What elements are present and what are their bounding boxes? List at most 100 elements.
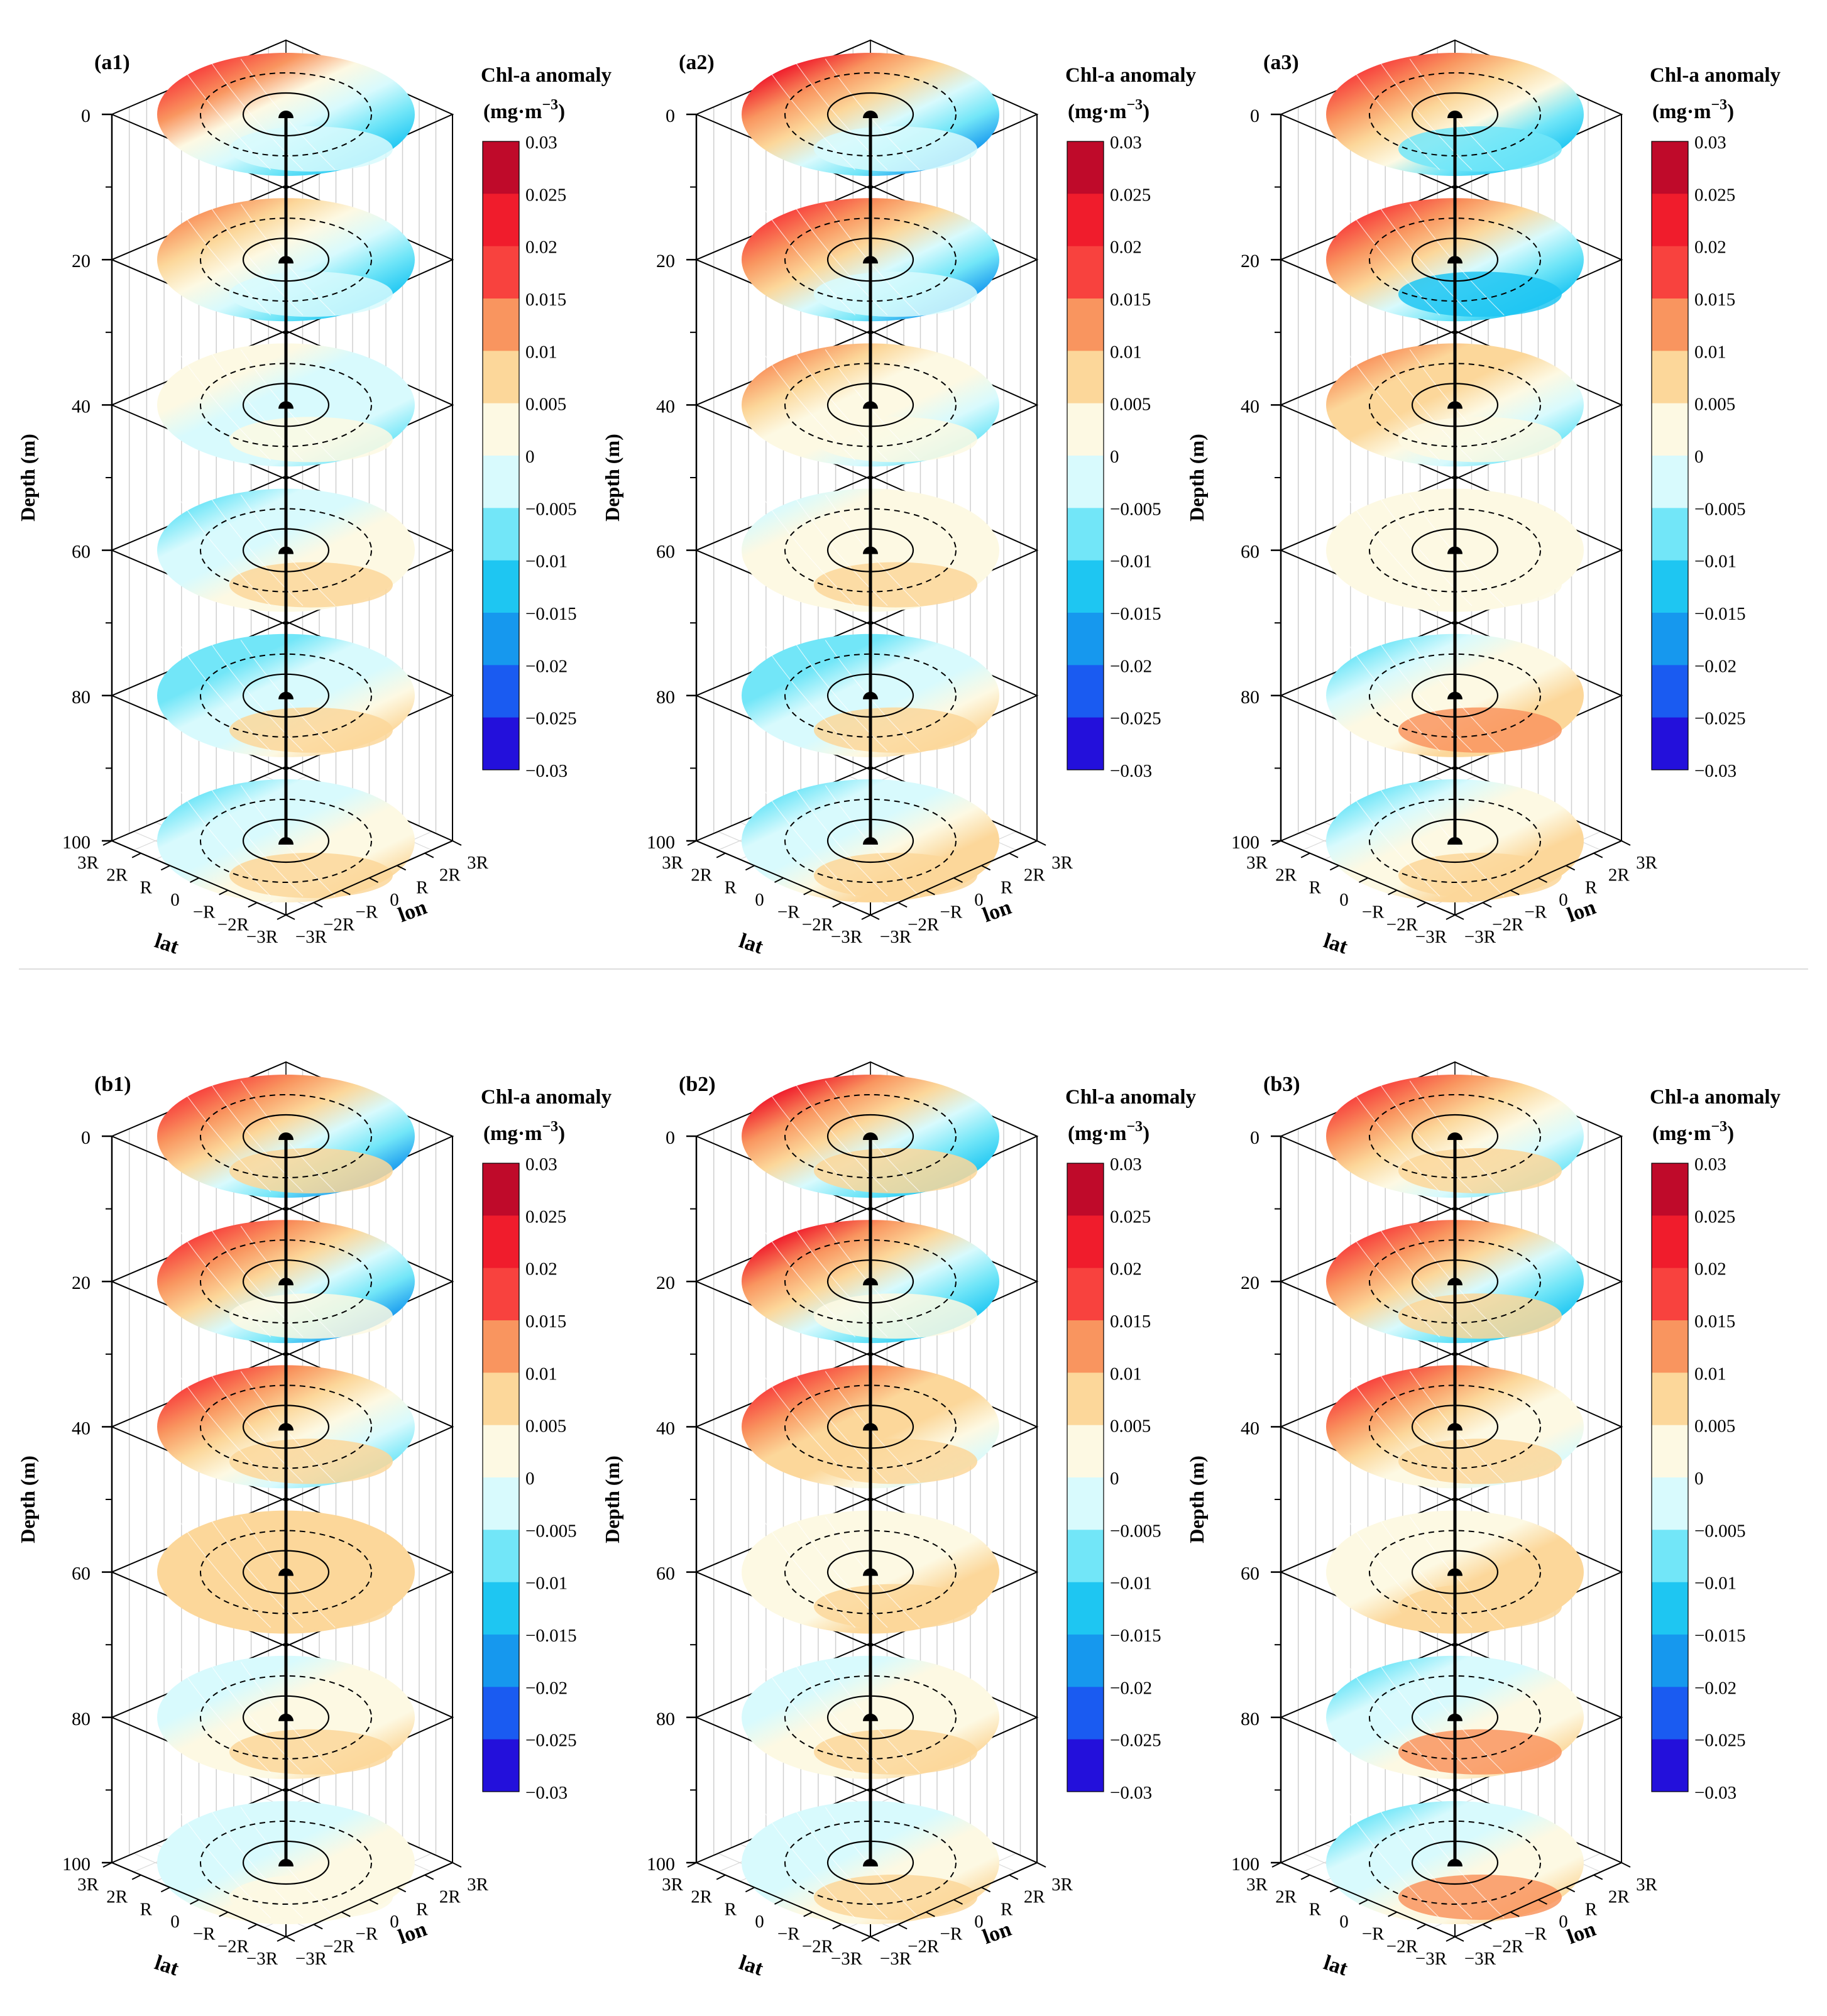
colorbar-band xyxy=(483,141,519,194)
colorbar-tick-label: 0.015 xyxy=(1110,290,1151,310)
contour-line xyxy=(1345,349,1440,461)
contour-line xyxy=(760,204,856,315)
lon-tick xyxy=(1036,840,1046,846)
radius-2R-dashed-circle xyxy=(1369,1821,1541,1905)
panel-label: (b2) xyxy=(679,1073,716,1096)
depth-tick-label: 60 xyxy=(656,542,675,562)
lon-tick-label: 0 xyxy=(390,890,399,910)
lat-tick xyxy=(716,852,726,858)
lat-tick-label: 3R xyxy=(662,853,684,873)
lat-tick xyxy=(803,1911,813,1917)
contour-line xyxy=(1377,1662,1473,1773)
depth-axis-label: Depth (m) xyxy=(601,434,623,522)
contour-line xyxy=(176,204,272,315)
colorbar-tick-label: −0.02 xyxy=(525,1678,568,1698)
lon-tick xyxy=(981,865,991,871)
colorbar-band xyxy=(1652,299,1688,351)
lat-axis-line xyxy=(1280,1862,1456,1937)
colorbar-band xyxy=(1067,403,1104,456)
lon-tick xyxy=(1036,1862,1046,1868)
radius-2R-dashed-circle xyxy=(784,1821,957,1905)
colorbar-tick-label: −0.01 xyxy=(1110,552,1152,572)
colorbar-tick-label: 0 xyxy=(1694,447,1704,467)
contour-line xyxy=(1377,785,1473,897)
colorbar-tick-label: 0 xyxy=(1110,447,1119,467)
contour-line xyxy=(793,1807,888,1919)
colorbar-band xyxy=(483,560,519,613)
lat-tick-label: 2R xyxy=(106,865,128,885)
legend-unit-close: ) xyxy=(1727,101,1734,123)
lat-tick xyxy=(190,1899,199,1905)
contour-line xyxy=(1345,1225,1440,1337)
lat-tick-label: R xyxy=(1309,877,1322,897)
colorbar-tick-label: 0.03 xyxy=(1694,133,1726,153)
contour-line xyxy=(760,1662,856,1773)
southern-sector-patch xyxy=(229,417,393,463)
colorbar-tick-label: 0.03 xyxy=(525,133,557,153)
colorbar-tick-label: −0.005 xyxy=(1694,499,1746,519)
colorbar-tick-label: −0.02 xyxy=(1110,1678,1152,1698)
lat-tick-label: 3R xyxy=(1246,853,1268,873)
lon-tick-label: R xyxy=(416,1899,429,1919)
depth-axis-label: Depth (m) xyxy=(1185,434,1208,522)
lat-tick-label: 0 xyxy=(1339,890,1349,910)
colorbar-tick-label: −0.02 xyxy=(1110,656,1152,676)
colorbar-tick-label: −0.03 xyxy=(1110,761,1152,781)
lat-tick-label: −R xyxy=(1362,902,1385,923)
colorbar-tick-label: −0.005 xyxy=(525,1521,577,1541)
contour-line xyxy=(760,1516,856,1628)
lat-tick-label: 0 xyxy=(755,1912,764,1932)
legend-title: Chl-a anomaly xyxy=(1650,64,1781,87)
colorbar-band xyxy=(1652,613,1688,666)
colorbar-tick-label: 0.025 xyxy=(1110,185,1151,205)
legend-unit: (mg·m−3) xyxy=(483,97,565,123)
southern-sector-patch xyxy=(229,707,393,753)
contour-line xyxy=(1377,1371,1473,1483)
lat-tick xyxy=(774,877,784,883)
contour-line xyxy=(1345,1371,1440,1483)
depth-tick-label: 40 xyxy=(72,1418,91,1438)
lat-tick xyxy=(1446,914,1456,920)
colorbar-band xyxy=(1652,456,1688,508)
lon-tick xyxy=(925,889,935,896)
contour-line xyxy=(793,1080,888,1192)
colorbar-band xyxy=(1652,1163,1688,1216)
lon-tick-label: −R xyxy=(355,902,378,923)
contour-line xyxy=(793,349,888,461)
lon-tick xyxy=(452,1862,462,1868)
lat-tick xyxy=(745,1887,755,1893)
colorbar-tick-label: −0.005 xyxy=(525,499,577,519)
lon-tick xyxy=(424,1874,434,1880)
lon-tick xyxy=(897,902,908,908)
colorbar-band xyxy=(1067,1635,1104,1687)
depth-tick-label: 100 xyxy=(62,832,91,853)
colorbar-band xyxy=(483,1163,519,1216)
colorbar-band xyxy=(1652,1530,1688,1583)
colorbar-tick-label: 0.03 xyxy=(1694,1154,1726,1175)
depth-tick-label: 60 xyxy=(1241,542,1259,562)
layer-depth-80 xyxy=(694,1642,1039,1792)
contour-line xyxy=(1377,1080,1473,1192)
southern-sector-patch xyxy=(814,1729,977,1775)
lon-tick-label: R xyxy=(1001,1899,1013,1919)
colorbar-tick-label: −0.005 xyxy=(1110,1521,1161,1541)
lat-tick-label: R xyxy=(725,1899,737,1919)
depth-tick-label: 80 xyxy=(656,1709,675,1729)
lon-tick-label: 3R xyxy=(1636,853,1658,873)
southern-sector-patch xyxy=(814,1875,977,1920)
lat-tick-label: 3R xyxy=(1246,1875,1268,1895)
lon-tick xyxy=(870,1936,880,1942)
lat-tick-label: R xyxy=(725,877,737,897)
legend-unit: (mg·m−3) xyxy=(1068,97,1149,123)
lon-tick-label: 3R xyxy=(467,1875,489,1895)
contour-line xyxy=(1345,1516,1440,1628)
layer-depth-20 xyxy=(1279,1207,1623,1357)
lat-tick xyxy=(248,1924,258,1930)
colorbar-band xyxy=(1067,1687,1104,1740)
southern-sector-patch xyxy=(229,853,393,898)
colorbar-frame xyxy=(1651,141,1689,770)
colorbar-tick-label: 0.015 xyxy=(525,1312,566,1332)
colorbar-band xyxy=(483,299,519,351)
